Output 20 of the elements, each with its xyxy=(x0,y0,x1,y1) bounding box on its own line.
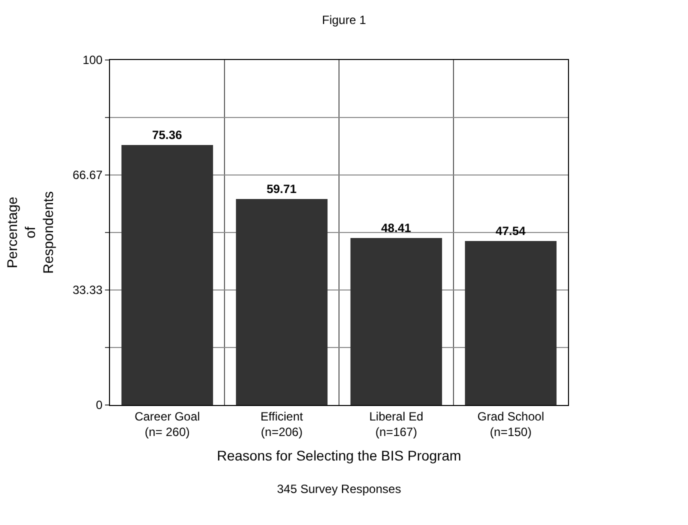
bar xyxy=(236,199,328,405)
text: 345 Survey Responses xyxy=(277,482,402,496)
y-tick-label: 66.67 xyxy=(72,168,103,182)
y-tick-label: 0 xyxy=(96,398,103,412)
x-tick-label: Career Goal (n= 260) xyxy=(134,409,200,439)
data-label: 75.36 xyxy=(152,128,182,142)
chart-title: Figure 1 xyxy=(322,13,366,28)
x-axis-title: Reasons for Selecting the BIS Program xyxy=(216,447,462,464)
x-tick-label: Efficient (n=206) xyxy=(260,409,304,439)
y-tick-label: 100 xyxy=(82,53,103,68)
y-axis-title: Percentage of Respondents xyxy=(4,191,56,274)
x-tick-label: Liberal Ed (n=167) xyxy=(369,409,424,439)
data-label: 59.71 xyxy=(266,182,297,196)
y-tick-label: 33.33 xyxy=(72,283,103,298)
data-label: 48.41 xyxy=(381,220,412,235)
bar xyxy=(121,145,214,405)
x-tick-label: Grad School (n=150) xyxy=(477,409,544,439)
bar xyxy=(350,238,442,405)
bar xyxy=(464,240,557,405)
data-label: 47.54 xyxy=(496,224,526,238)
